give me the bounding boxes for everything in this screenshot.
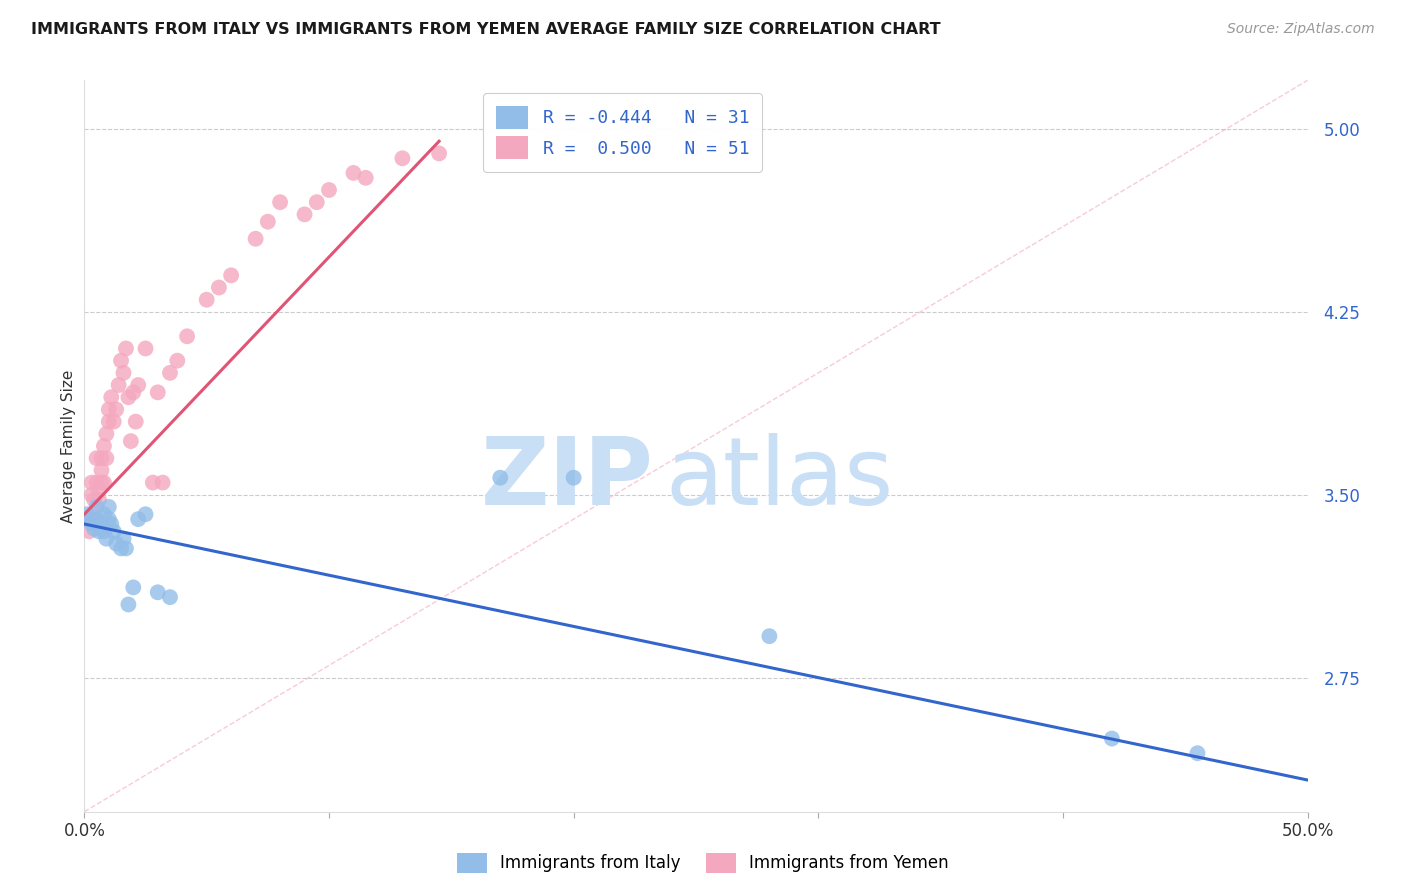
- Point: [80, 488, 103, 502]
- Point: [159, 366, 181, 380]
- Point: [107, 378, 129, 392]
- Point: [1101, 731, 1123, 746]
- Point: [105, 536, 128, 550]
- Point: [294, 207, 316, 221]
- Point: [90, 463, 112, 477]
- Point: [117, 390, 139, 404]
- Point: [86, 500, 108, 514]
- Point: [117, 598, 139, 612]
- Point: [152, 475, 174, 490]
- Point: [105, 402, 128, 417]
- Y-axis label: Average Family Size: Average Family Size: [60, 369, 76, 523]
- Point: [77, 512, 100, 526]
- Point: [77, 524, 100, 539]
- Point: [115, 541, 138, 556]
- Point: [93, 475, 115, 490]
- Point: [166, 353, 188, 368]
- Point: [112, 366, 135, 380]
- Point: [269, 195, 291, 210]
- Point: [489, 471, 512, 485]
- Point: [110, 353, 132, 368]
- Point: [176, 329, 198, 343]
- Point: [562, 471, 585, 485]
- Point: [80, 516, 103, 531]
- Legend: Immigrants from Italy, Immigrants from Yemen: Immigrants from Italy, Immigrants from Y…: [450, 847, 956, 880]
- Point: [96, 426, 118, 441]
- Point: [97, 402, 120, 417]
- Point: [90, 451, 112, 466]
- Point: [354, 170, 377, 185]
- Text: IMMIGRANTS FROM ITALY VS IMMIGRANTS FROM YEMEN AVERAGE FAMILY SIZE CORRELATION C: IMMIGRANTS FROM ITALY VS IMMIGRANTS FROM…: [31, 22, 941, 37]
- Point: [87, 524, 110, 539]
- Point: [83, 508, 105, 522]
- Point: [122, 581, 145, 595]
- Point: [86, 475, 108, 490]
- Point: [80, 475, 103, 490]
- Point: [195, 293, 218, 307]
- Point: [146, 585, 169, 599]
- Point: [122, 385, 145, 400]
- Point: [100, 516, 122, 531]
- Point: [135, 508, 157, 522]
- Point: [97, 415, 120, 429]
- Point: [93, 439, 115, 453]
- Point: [93, 524, 115, 539]
- Point: [76, 512, 98, 526]
- Point: [86, 451, 108, 466]
- Point: [96, 451, 118, 466]
- Point: [112, 532, 135, 546]
- Point: [146, 385, 169, 400]
- Point: [83, 522, 105, 536]
- Text: Source: ZipAtlas.com: Source: ZipAtlas.com: [1227, 22, 1375, 37]
- Point: [245, 232, 267, 246]
- Point: [90, 475, 112, 490]
- Point: [758, 629, 780, 643]
- Point: [318, 183, 340, 197]
- Point: [342, 166, 364, 180]
- Point: [127, 378, 149, 392]
- Point: [219, 268, 242, 283]
- Point: [87, 516, 110, 531]
- Point: [135, 342, 157, 356]
- Point: [83, 492, 105, 507]
- Point: [120, 434, 142, 449]
- Text: atlas: atlas: [665, 433, 894, 524]
- Point: [125, 415, 148, 429]
- Legend: R = -0.444   N = 31, R =  0.500   N = 51: R = -0.444 N = 31, R = 0.500 N = 51: [484, 93, 762, 172]
- Point: [427, 146, 450, 161]
- Point: [110, 541, 132, 556]
- Point: [1187, 746, 1209, 760]
- Point: [93, 508, 115, 522]
- Point: [103, 415, 125, 429]
- Point: [103, 524, 125, 539]
- Point: [87, 492, 110, 507]
- Point: [96, 532, 118, 546]
- Point: [97, 512, 120, 526]
- Point: [159, 590, 181, 604]
- Point: [76, 508, 98, 522]
- Text: ZIP: ZIP: [481, 433, 654, 524]
- Point: [100, 390, 122, 404]
- Point: [305, 195, 328, 210]
- Point: [90, 516, 112, 531]
- Point: [87, 483, 110, 497]
- Point: [86, 512, 108, 526]
- Point: [115, 342, 138, 356]
- Point: [127, 512, 149, 526]
- Point: [208, 280, 231, 294]
- Point: [257, 215, 280, 229]
- Point: [142, 475, 165, 490]
- Point: [97, 500, 120, 514]
- Point: [391, 151, 413, 165]
